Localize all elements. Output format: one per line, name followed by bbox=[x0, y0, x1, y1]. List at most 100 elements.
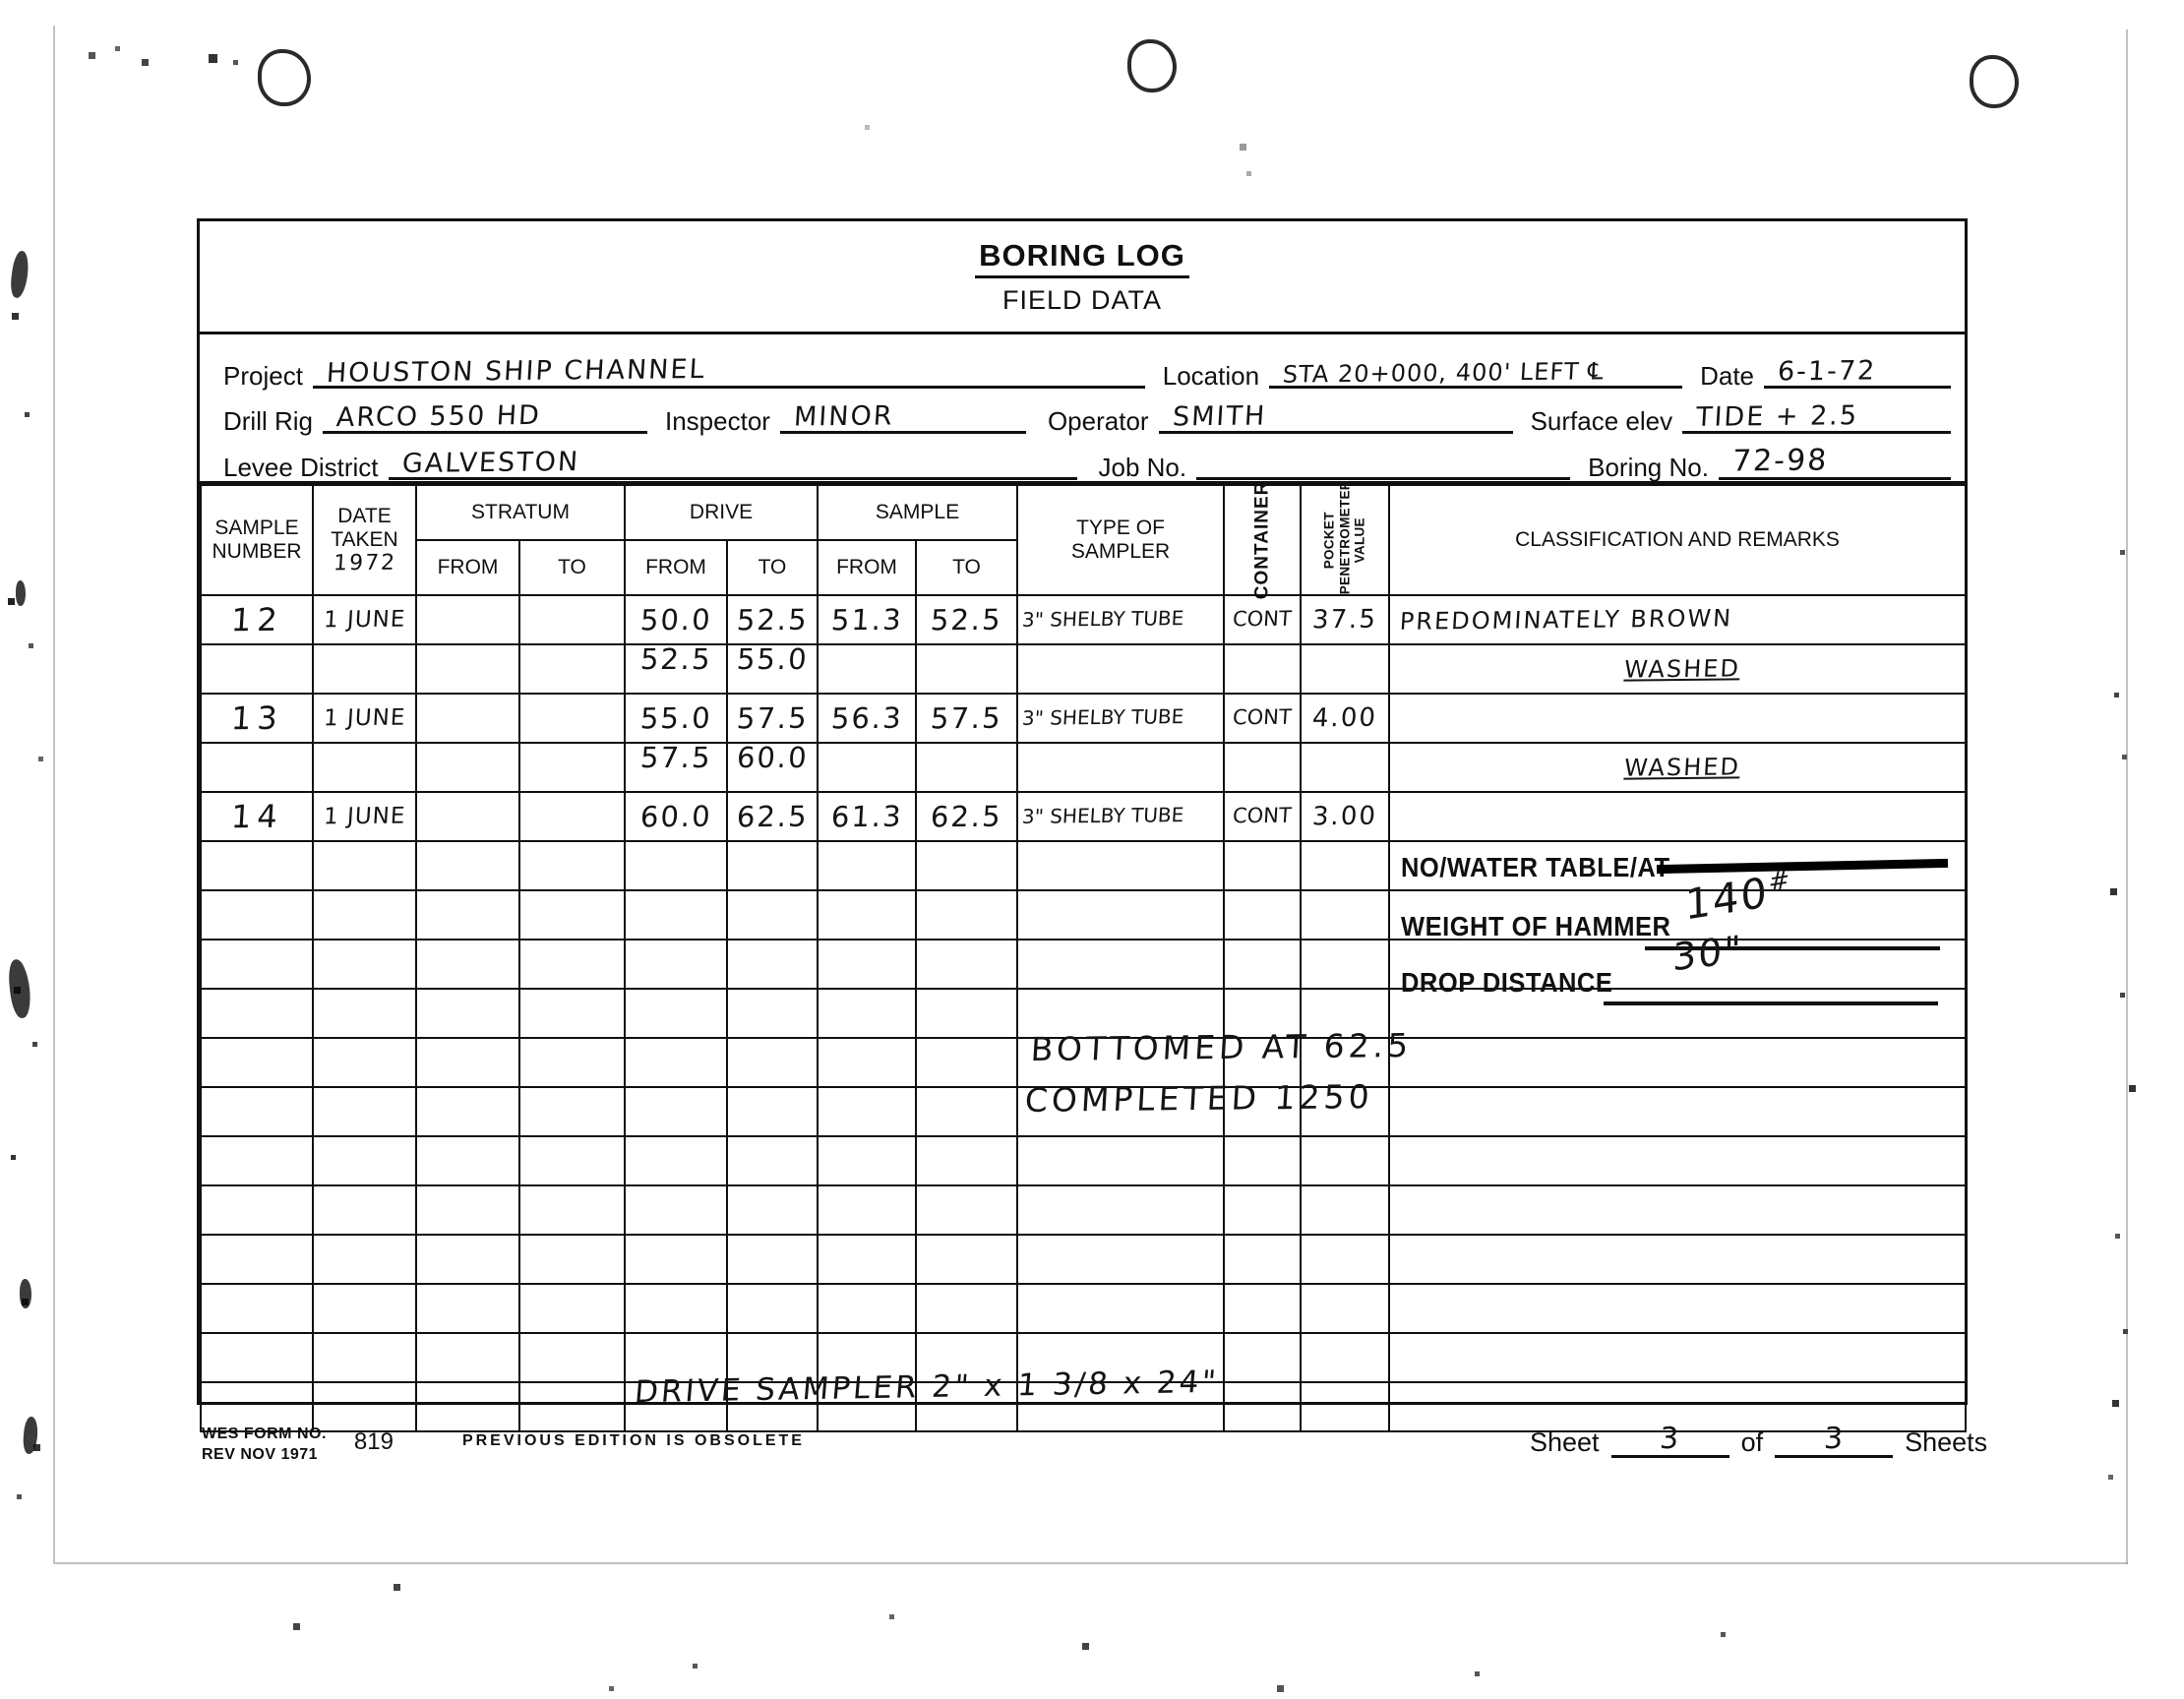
drill-rig-value: ARCO 550 HD bbox=[335, 400, 542, 434]
table-cell bbox=[415, 939, 520, 990]
scan-noise bbox=[0, 0, 3, 3]
table-cell bbox=[312, 1381, 417, 1432]
table-cell bbox=[1223, 643, 1303, 695]
table-cell bbox=[1388, 988, 1968, 1039]
table-cell: 55.0 bbox=[624, 693, 728, 744]
table-cell bbox=[1388, 1135, 1968, 1186]
table-cell bbox=[1016, 1283, 1226, 1334]
table-cell bbox=[1223, 1283, 1303, 1334]
cell-value: 50.0 bbox=[638, 602, 713, 637]
date-value: 6-1-72 bbox=[1777, 355, 1878, 388]
col-header-sample-from: FROM bbox=[817, 539, 917, 596]
table-cell bbox=[914, 889, 1019, 941]
table-cell bbox=[518, 1332, 626, 1383]
cell-value: 60.0 bbox=[735, 740, 810, 774]
footer-left: WES FORM NO. REV NOV 1971 819 PREVIOUS E… bbox=[202, 1425, 805, 1466]
table-cell bbox=[1300, 988, 1391, 1039]
cell-value: 62.5 bbox=[930, 799, 1003, 833]
job-no-label: Job No. bbox=[1098, 452, 1187, 482]
drop-distance-stamp: DROP DISTANCE bbox=[1401, 967, 1613, 999]
table-row bbox=[200, 840, 1968, 891]
drop-distance-value: 30" bbox=[1671, 927, 1743, 980]
table-row bbox=[200, 889, 1968, 941]
cell-value: 1 JUNE bbox=[323, 606, 406, 633]
table-cell bbox=[415, 1332, 520, 1383]
col-header-stratum: STRATUM bbox=[415, 484, 626, 541]
paper-edge-bottom bbox=[53, 1562, 2128, 1564]
table-cell bbox=[518, 889, 626, 941]
boring-log-form: BORING LOG FIELD DATA Project HOUSTON SH… bbox=[197, 218, 1968, 1432]
table-cell bbox=[726, 1037, 819, 1088]
table-cell: 55.0 bbox=[726, 642, 819, 695]
table-cell bbox=[200, 889, 314, 941]
table-cell bbox=[1223, 1135, 1303, 1186]
col-header-pocket-penetrometer: POCKET PENETROMETER VALUE bbox=[1300, 480, 1391, 596]
year-handwritten: 1972 bbox=[332, 550, 397, 576]
table-row bbox=[200, 1234, 1968, 1285]
table-cell: 37.5 bbox=[1300, 594, 1391, 645]
paper-edge-left bbox=[53, 26, 55, 1562]
table-cell bbox=[726, 1234, 819, 1285]
table-cell: 62.5 bbox=[726, 791, 819, 842]
table-cell bbox=[1223, 1037, 1303, 1088]
table-cell: CONT bbox=[1223, 791, 1303, 842]
boring-no-field: 72-98 bbox=[1718, 443, 1951, 480]
table-cell bbox=[1016, 643, 1226, 695]
scan-smudge bbox=[20, 1279, 31, 1308]
scan-smudge bbox=[8, 250, 31, 299]
table-cell bbox=[312, 840, 417, 891]
table-cell bbox=[1300, 1283, 1391, 1334]
table-cell bbox=[415, 742, 520, 793]
cell-value: PREDOMINATELY BROWN bbox=[1399, 603, 1733, 636]
table-cell bbox=[415, 643, 520, 695]
table-cell bbox=[1016, 988, 1226, 1039]
cell-value: 52.5 bbox=[638, 641, 713, 676]
table-row: 13 1 JUNE 55.0 57.5 56.3 57.5 3" SHELBY TUBE CO… bbox=[200, 693, 1968, 744]
page-title: BORING LOG bbox=[975, 238, 1189, 278]
table-cell bbox=[1388, 1184, 1968, 1236]
table-cell bbox=[726, 1332, 819, 1383]
table-row: 57.5 60.0 WASHED bbox=[200, 740, 1968, 793]
table-cell bbox=[415, 1184, 520, 1236]
cell-value: 1 JUNE bbox=[323, 803, 406, 829]
table-cell bbox=[817, 1332, 917, 1383]
of-label: of bbox=[1740, 1427, 1764, 1457]
col-header-sample: SAMPLE bbox=[816, 484, 1019, 541]
table-cell bbox=[518, 1086, 626, 1137]
table-cell bbox=[415, 1381, 520, 1432]
table-cell bbox=[518, 1283, 626, 1334]
col-header-stratum-to: TO bbox=[518, 539, 626, 596]
table-cell bbox=[312, 1234, 417, 1285]
table-cell bbox=[1016, 1332, 1226, 1383]
col-header-stratum-from: FROM bbox=[415, 539, 520, 596]
table-cell bbox=[914, 1234, 1019, 1285]
table-cell bbox=[200, 1283, 314, 1334]
table-cell bbox=[1388, 1234, 1968, 1285]
table-cell bbox=[518, 988, 626, 1039]
table-cell bbox=[914, 1086, 1019, 1137]
table-cell: PREDOMINATELY BROWN bbox=[1388, 594, 1968, 645]
form-number-block: WES FORM NO. REV NOV 1971 bbox=[202, 1425, 327, 1466]
cell-value: 61.3 bbox=[829, 799, 904, 833]
table-cell bbox=[1388, 1283, 1968, 1334]
table-row bbox=[200, 1381, 1968, 1432]
header-fields: Project HOUSTON SHIP CHANNEL Location ST… bbox=[200, 334, 1965, 484]
table-cell bbox=[817, 889, 917, 941]
inspector-field: MINOR bbox=[779, 398, 1026, 435]
table-cell bbox=[1300, 1037, 1391, 1088]
col-header-date-taken: DATE TAKEN 1972 bbox=[312, 484, 417, 596]
project-value: HOUSTON SHIP CHANNEL bbox=[325, 354, 707, 390]
weight-of-hammer-stamp: WEIGHT OF HAMMER bbox=[1401, 911, 1671, 942]
table-cell bbox=[415, 988, 520, 1039]
table-cell bbox=[518, 1381, 626, 1432]
completed-note: COMPLETED 1250 bbox=[1023, 1077, 1374, 1120]
sheets-label: Sheets bbox=[1905, 1427, 1988, 1457]
table-cell bbox=[312, 988, 417, 1039]
table-cell bbox=[1223, 1184, 1303, 1236]
project-field: HOUSTON SHIP CHANNEL bbox=[312, 353, 1145, 390]
table-cell bbox=[1223, 939, 1303, 990]
surface-elev-label: Surface elev bbox=[1530, 406, 1673, 437]
table-cell: 52.5 bbox=[726, 594, 819, 645]
log-table-body: 12 1 JUNE 50.0 52.5 51.3 52.5 3" SHELBY TUBE CO… bbox=[200, 594, 1968, 1432]
table-cell bbox=[200, 1037, 314, 1088]
